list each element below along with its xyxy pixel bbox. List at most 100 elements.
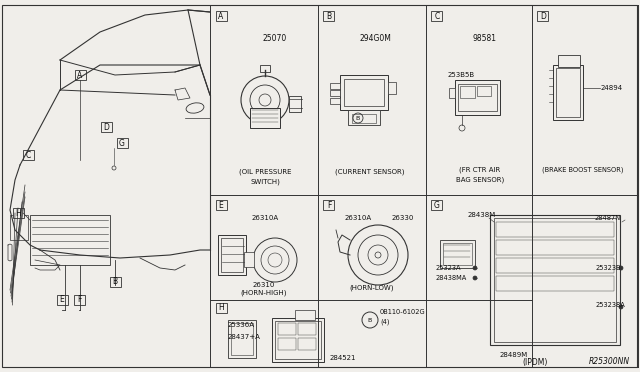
Text: 26310A: 26310A bbox=[345, 215, 372, 221]
Circle shape bbox=[619, 305, 623, 309]
Bar bbox=[455, 80, 500, 115]
Bar bbox=[13, 208, 24, 218]
Bar bbox=[109, 277, 120, 287]
Bar bbox=[330, 90, 340, 96]
Text: H: H bbox=[15, 208, 21, 218]
Text: 24894: 24894 bbox=[601, 85, 623, 91]
Bar bbox=[22, 150, 33, 160]
Bar bbox=[477, 86, 491, 96]
Bar bbox=[216, 303, 227, 313]
Circle shape bbox=[619, 266, 623, 270]
Text: B: B bbox=[113, 278, 118, 286]
Bar bbox=[231, 323, 253, 355]
Bar bbox=[298, 323, 316, 335]
Text: D: D bbox=[103, 122, 109, 131]
Bar bbox=[556, 68, 580, 117]
Text: 28489M: 28489M bbox=[500, 352, 528, 358]
Bar bbox=[340, 75, 388, 110]
Bar bbox=[458, 84, 497, 111]
Text: (IPDM): (IPDM) bbox=[522, 357, 548, 366]
Bar bbox=[330, 83, 340, 89]
Bar bbox=[216, 200, 227, 210]
Text: 26310A: 26310A bbox=[252, 215, 279, 221]
Text: (CURRENT SENSOR): (CURRENT SENSOR) bbox=[335, 169, 404, 175]
Bar bbox=[494, 218, 616, 342]
Bar bbox=[490, 215, 620, 345]
Bar bbox=[344, 79, 384, 106]
Bar bbox=[348, 110, 380, 125]
Text: 25336A: 25336A bbox=[228, 322, 255, 328]
Circle shape bbox=[473, 276, 477, 280]
Bar bbox=[30, 215, 110, 265]
Bar bbox=[272, 318, 324, 362]
Text: C: C bbox=[435, 12, 440, 20]
Bar bbox=[295, 310, 315, 320]
Bar bbox=[100, 122, 111, 132]
Text: 284521: 284521 bbox=[330, 355, 356, 361]
Text: (OIL PRESSURE: (OIL PRESSURE bbox=[239, 169, 291, 175]
Text: (BRAKE BOOST SENSOR): (BRAKE BOOST SENSOR) bbox=[542, 167, 624, 173]
Bar bbox=[431, 11, 442, 21]
Bar bbox=[216, 11, 227, 21]
Text: A: A bbox=[77, 71, 83, 80]
Text: 28438M: 28438M bbox=[468, 212, 496, 218]
Text: BAG SENSOR): BAG SENSOR) bbox=[456, 177, 504, 183]
Text: (HORN-LOW): (HORN-LOW) bbox=[349, 285, 394, 291]
Bar bbox=[278, 323, 296, 335]
Bar bbox=[74, 70, 86, 80]
Text: 253B5B: 253B5B bbox=[448, 72, 475, 78]
Text: 25323B: 25323B bbox=[596, 265, 621, 271]
Bar bbox=[431, 200, 442, 210]
Bar bbox=[330, 98, 340, 104]
Bar bbox=[443, 243, 472, 265]
Text: 0B110-6102G: 0B110-6102G bbox=[380, 309, 426, 315]
Bar bbox=[496, 240, 614, 255]
Bar bbox=[440, 240, 475, 268]
Text: B: B bbox=[326, 12, 332, 20]
Text: 26330: 26330 bbox=[392, 215, 414, 221]
Bar bbox=[553, 65, 583, 120]
Text: 28438MA: 28438MA bbox=[436, 275, 467, 281]
Circle shape bbox=[473, 266, 477, 270]
Bar bbox=[298, 338, 316, 350]
Text: 28437+A: 28437+A bbox=[228, 334, 261, 340]
Bar bbox=[538, 11, 548, 21]
Text: 25070: 25070 bbox=[263, 33, 287, 42]
Bar bbox=[228, 320, 256, 358]
Text: B: B bbox=[356, 115, 360, 121]
Text: E: E bbox=[219, 201, 223, 209]
Text: D: D bbox=[540, 12, 546, 20]
Bar bbox=[278, 338, 296, 350]
Text: (4): (4) bbox=[380, 319, 390, 325]
Bar bbox=[558, 55, 580, 67]
Circle shape bbox=[375, 252, 381, 258]
Bar bbox=[218, 235, 246, 275]
Text: 98581: 98581 bbox=[473, 33, 497, 42]
Text: B: B bbox=[368, 317, 372, 323]
Text: C: C bbox=[26, 151, 31, 160]
Text: (FR CTR AIR: (FR CTR AIR bbox=[460, 167, 500, 173]
Text: H: H bbox=[218, 304, 224, 312]
Ellipse shape bbox=[186, 103, 204, 113]
Text: 28487N: 28487N bbox=[595, 215, 621, 221]
Bar bbox=[56, 295, 67, 305]
Text: R25300NN: R25300NN bbox=[589, 357, 630, 366]
Text: G: G bbox=[434, 201, 440, 209]
Bar bbox=[496, 258, 614, 273]
Text: A: A bbox=[218, 12, 223, 20]
Text: 26310: 26310 bbox=[253, 282, 275, 288]
Bar bbox=[496, 276, 614, 291]
Text: 25323A: 25323A bbox=[436, 265, 461, 271]
Bar bbox=[221, 238, 243, 272]
Bar bbox=[388, 82, 396, 94]
Text: SWITCH): SWITCH) bbox=[250, 179, 280, 185]
Bar bbox=[244, 252, 254, 267]
Bar bbox=[496, 222, 614, 237]
Bar bbox=[250, 108, 280, 128]
Text: 253238A: 253238A bbox=[596, 302, 626, 308]
Text: F: F bbox=[77, 295, 81, 305]
Bar bbox=[323, 11, 335, 21]
Text: (HORN-HIGH): (HORN-HIGH) bbox=[241, 290, 287, 296]
Bar bbox=[275, 321, 321, 359]
Bar bbox=[74, 295, 84, 305]
